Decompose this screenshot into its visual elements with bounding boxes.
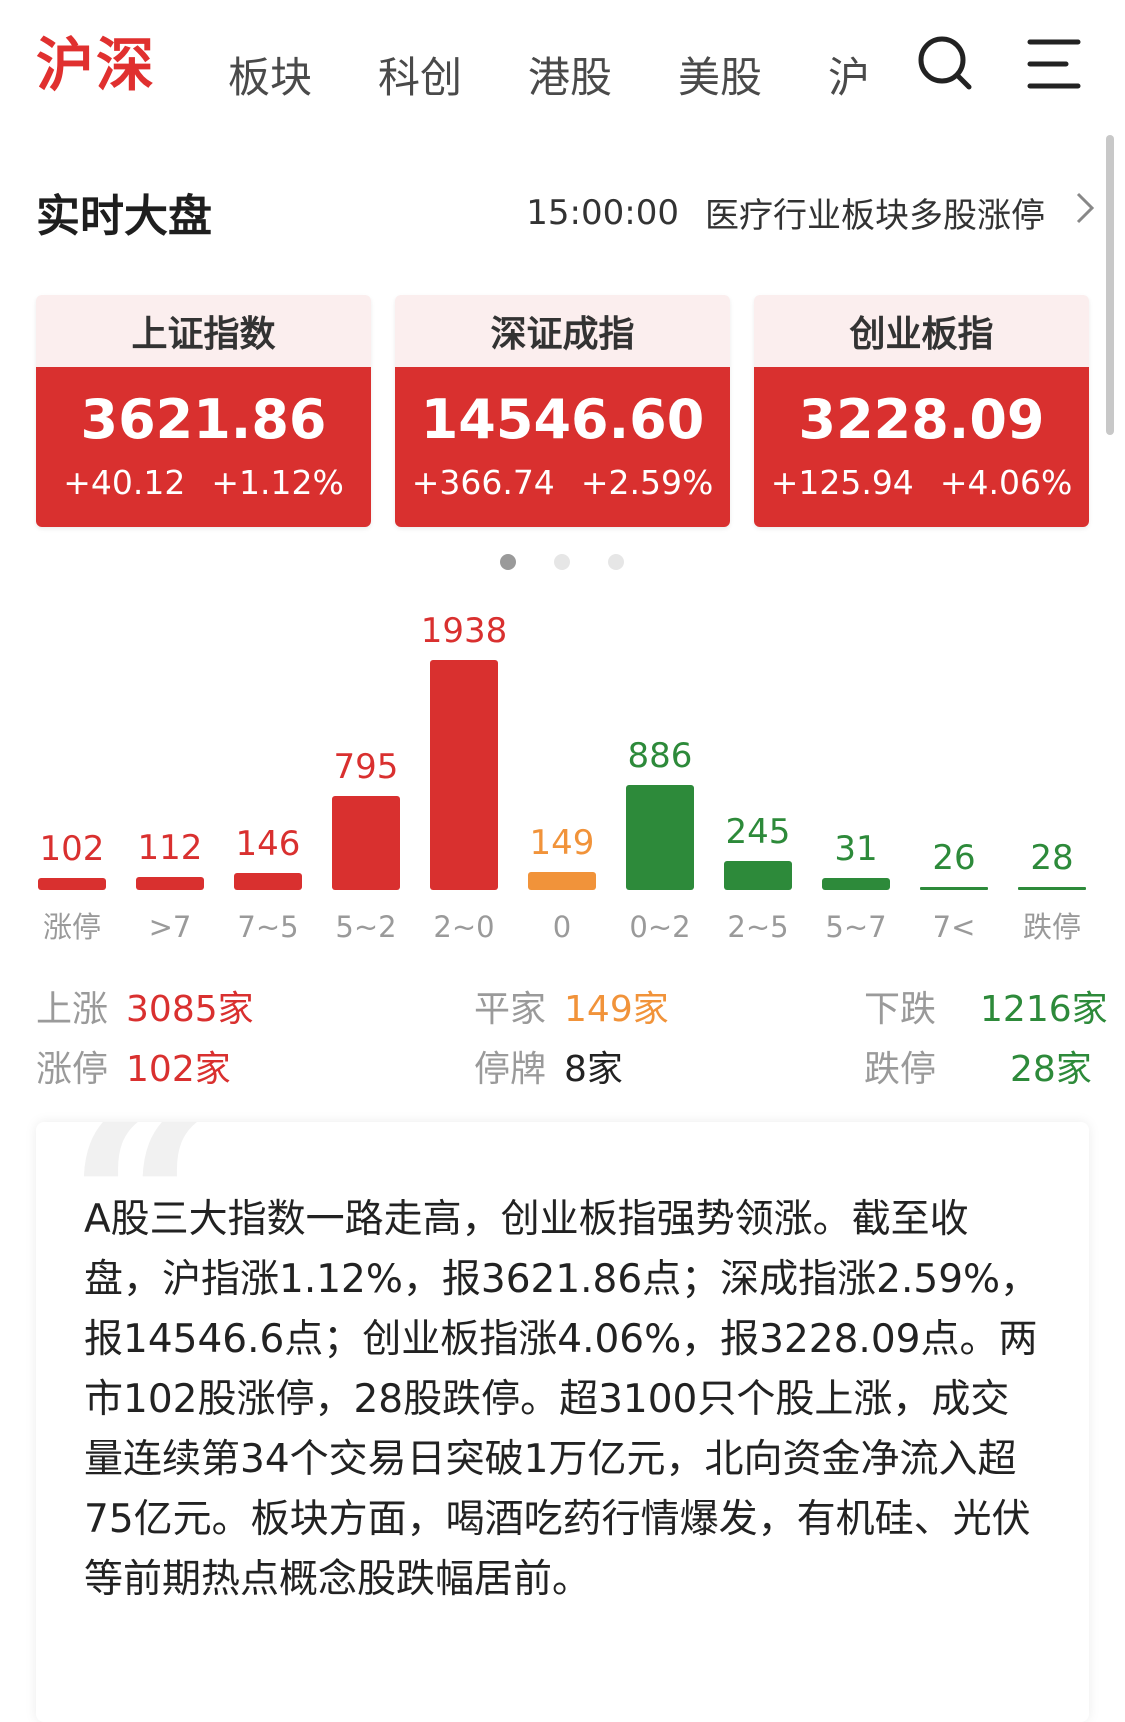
category-label-2: 7~5: [237, 910, 298, 944]
search-icon[interactable]: [916, 34, 976, 98]
tab-hushen[interactable]: 沪深: [36, 31, 157, 99]
category-label-9: 7<: [933, 910, 976, 944]
stat-up: 上涨 3085家: [36, 980, 254, 1032]
category-label-0: 涨停: [43, 910, 101, 944]
bar-value-label-9: 26: [932, 838, 975, 878]
top-nav: 沪深 板块 科创 港股 美股 沪: [0, 0, 1125, 120]
stat-flat-label: 平家: [474, 989, 547, 1030]
index-value: 3621.86: [80, 388, 327, 451]
stat-up-label: 上涨: [36, 989, 109, 1030]
index-value: 14546.60: [420, 388, 705, 451]
news-headline: 医疗行业板块多股涨停: [705, 196, 1045, 236]
bar-8: [822, 878, 890, 890]
index-change: +366.74: [411, 463, 555, 502]
tab-hu[interactable]: 沪: [828, 53, 871, 102]
menu-icon[interactable]: [1026, 34, 1082, 98]
bar-5: [528, 872, 596, 890]
quote-icon: “: [66, 1122, 216, 1357]
stat-flat-value: 149家: [564, 989, 669, 1030]
bar-value-label-0: 102: [40, 829, 105, 869]
bar-value-label-6: 886: [628, 736, 693, 776]
bar-2: [234, 873, 302, 890]
index-pct: +1.12%: [211, 463, 344, 502]
category-label-5: 0: [553, 910, 571, 944]
distribution-bar-chart: 102 涨停 112 >7 146 7~5 795 5~2 1938 2~0 149 0 886 0~2 2…: [38, 611, 1086, 944]
category-label-1: >7: [149, 910, 192, 944]
bar-3: [332, 796, 400, 890]
stat-limit-up-value: 102家: [126, 1049, 231, 1090]
stat-limit-up-label: 涨停: [36, 1049, 109, 1090]
bar-7: [724, 861, 792, 890]
scrollbar[interactable]: [1106, 135, 1114, 435]
category-label-3: 5~2: [335, 910, 396, 944]
category-label-7: 2~5: [727, 910, 788, 944]
stat-halt-label: 停牌: [474, 1049, 547, 1090]
stat-halt: 停牌 8家: [474, 1040, 623, 1092]
bar-value-label-4: 1938: [421, 611, 508, 651]
index-card-chinext[interactable]: 创业板指 3228.09 +125.94 +4.06%: [754, 295, 1089, 527]
tab-kechuang[interactable]: 科创: [378, 53, 463, 102]
stat-limit-down-value: 28家: [1010, 1049, 1092, 1090]
bar-1: [136, 877, 204, 890]
commentary-text: A股三大指数一路走高，创业板指强势领涨。截至收盘，沪指涨1.12%，报3621.…: [84, 1197, 1040, 1602]
category-label-6: 0~2: [629, 910, 690, 944]
bar-value-label-8: 31: [834, 829, 877, 869]
stat-limit-down: 跌停 28家: [864, 1040, 1092, 1092]
index-name: 深证成指: [395, 295, 730, 367]
stat-down-value: 1216家: [980, 989, 1108, 1030]
index-card-shenzhen[interactable]: 深证成指 14546.60 +366.74 +2.59%: [395, 295, 730, 527]
index-pct: +2.59%: [580, 463, 714, 502]
bar-value-label-1: 112: [138, 828, 203, 868]
category-label-8: 5~7: [825, 910, 886, 944]
stat-down-label: 下跌: [864, 989, 937, 1030]
bar-value-label-5: 149: [530, 823, 595, 863]
chevron-right-icon: [1075, 191, 1095, 234]
stat-down: 下跌 1216家: [864, 980, 1108, 1032]
bar-value-label-10: 28: [1030, 838, 1073, 878]
bar-9: [920, 887, 988, 890]
bar-value-label-7: 245: [726, 812, 791, 852]
news-time: 15:00:00: [526, 192, 679, 233]
headline-link[interactable]: 15:00:00 医疗行业板块多股涨停: [526, 188, 1095, 237]
bar-4: [430, 660, 498, 890]
tab-bankuai[interactable]: 板块: [228, 53, 313, 102]
index-name: 创业板指: [754, 295, 1089, 367]
bar-value-label-2: 146: [236, 824, 301, 864]
bar-6: [626, 785, 694, 890]
bar-10: [1018, 887, 1086, 890]
index-change: +40.12: [63, 463, 186, 502]
index-value: 3228.09: [798, 388, 1045, 451]
category-label-4: 2~0: [433, 910, 494, 944]
pager-dot-3[interactable]: [608, 554, 624, 570]
index-pct: +4.06%: [939, 463, 1073, 502]
index-name: 上证指数: [36, 295, 371, 367]
category-label-10: 跌停: [1023, 910, 1081, 944]
market-commentary-card[interactable]: “ A股三大指数一路走高，创业板指强势领涨。截至收盘，沪指涨1.12%，报362…: [36, 1122, 1089, 1722]
stat-halt-value: 8家: [564, 1049, 623, 1090]
stat-limit-up: 涨停 102家: [36, 1040, 231, 1092]
index-card-shanghai[interactable]: 上证指数 3621.86 +40.12 +1.12%: [36, 295, 371, 527]
pager-dot-1[interactable]: [500, 554, 516, 570]
stat-up-value: 3085家: [126, 989, 254, 1030]
bar-value-label-3: 795: [334, 747, 399, 787]
stat-flat: 平家 149家: [474, 980, 669, 1032]
bar-0: [38, 878, 106, 890]
index-change: +125.94: [770, 463, 914, 502]
tab-meigu[interactable]: 美股: [678, 53, 763, 102]
tab-ganggu[interactable]: 港股: [528, 53, 613, 102]
section-title: 实时大盘: [36, 191, 212, 242]
pager-dot-2[interactable]: [554, 554, 570, 570]
stat-limit-down-label: 跌停: [864, 1049, 937, 1090]
